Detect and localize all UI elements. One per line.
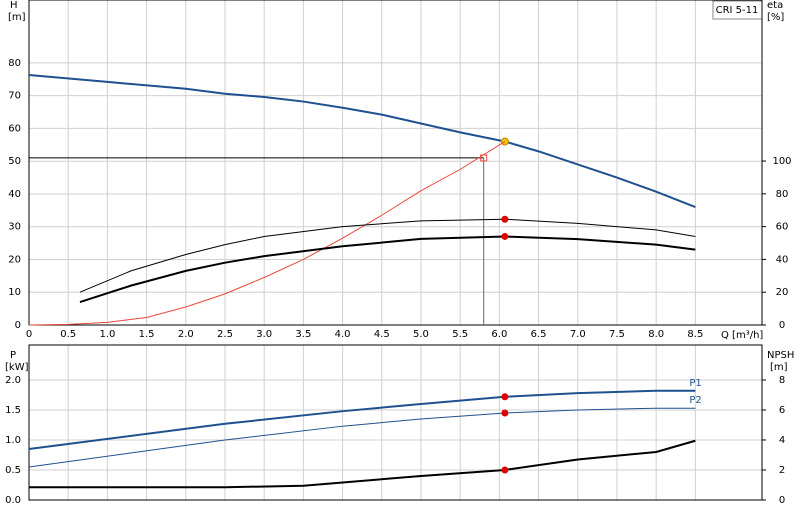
x-tick-label: 2.0 [178,329,194,340]
x-tick-label: 0 [26,329,32,340]
x-tick-label: 2.5 [217,329,233,340]
y-tick-label: 40 [8,189,21,200]
operating-point [501,409,509,417]
x-tick-label: 3.5 [295,329,311,340]
y-tick-label: 30 [8,222,21,233]
y-axis-unit: [m] [8,12,26,23]
operating-point [501,232,509,240]
operating-point [501,466,509,474]
y2-axis-title: eta [767,0,783,11]
y-tick-label: 70 [8,91,21,102]
y-tick-label: 1.0 [5,435,21,446]
series-label: P1 [689,378,701,389]
y-tick-label: 50 [8,156,21,167]
y-axis-title: P [10,350,16,361]
series-line [28,389,696,450]
y2-tick-label: 4 [779,435,785,446]
y-tick-label: 1.5 [5,405,21,416]
y2-axis-unit: [m] [770,362,788,373]
y-axis-unit: [kW] [5,362,29,373]
y2-tick-label: 6 [779,405,785,416]
y-tick-label: 0.0 [5,495,21,506]
x-tick-label: 4.5 [374,329,390,340]
y-tick-label: 0.5 [5,465,21,476]
y2-tick-label: 40 [776,254,789,265]
x-tick-label: 7.0 [570,329,586,340]
x-tick-label: 8.0 [648,329,664,340]
y-tick-label: 10 [8,287,21,298]
plot-frame [28,344,763,501]
x-tick-label: 5.0 [413,329,429,340]
x-tick-label: 5.5 [452,329,468,340]
y2-tick-label: 100 [772,156,791,167]
y2-tick-label: 0 [779,495,785,506]
series-label: P2 [689,395,701,406]
y2-tick-label: 8 [779,375,785,386]
y2-tick-label: 2 [779,465,785,476]
y-tick-label: 20 [8,254,21,265]
x-tick-label: 8.5 [687,329,703,340]
series-line [29,439,696,489]
legend-text: CRI 5-11 [716,5,759,16]
y2-tick-label: 20 [776,287,789,298]
series-line [79,218,696,293]
operating-point [501,393,509,401]
series-line [79,235,696,303]
x-tick-label: 6.0 [491,329,507,340]
operating-point [501,215,509,223]
series-line [28,407,696,468]
y2-axis-unit: [%] [767,12,784,23]
y-axis-title: H [10,0,18,11]
x-tick-label: 0.5 [60,329,76,340]
y2-axis-title: NPSH [767,350,794,361]
y2-tick-label: 60 [776,222,789,233]
series-line [28,74,696,208]
y-tick-label: 80 [8,58,21,69]
series-line [28,141,506,326]
y2-tick-label: 0 [779,320,785,331]
x-tick-label: 6.5 [531,329,547,340]
x-tick-label: 7.5 [609,329,625,340]
x-tick-label: 1.5 [139,329,155,340]
y-tick-label: 60 [8,123,21,134]
y2-tick-label: 80 [776,189,789,200]
y-tick-label: 0 [15,320,21,331]
y-tick-label: 2.0 [5,375,21,386]
x-tick-label: 3.0 [256,329,272,340]
x-axis-title: Q [m³/h] [721,330,763,341]
plot-frame [28,0,763,326]
x-tick-label: 4.0 [335,329,351,340]
x-tick-label: 1.0 [99,329,115,340]
